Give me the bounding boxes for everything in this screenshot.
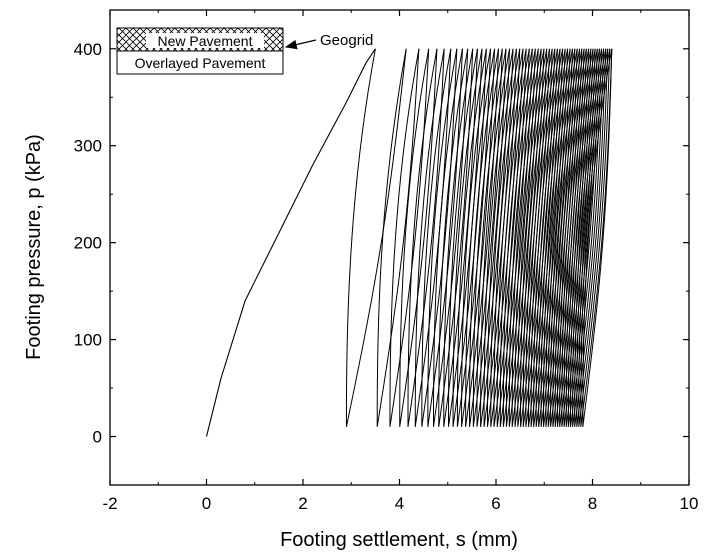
hysteresis-loop bbox=[438, 48, 474, 427]
hysteresis-loop bbox=[469, 48, 503, 427]
hysteresis-loop bbox=[582, 48, 613, 427]
hysteresis-loop bbox=[472, 48, 507, 427]
hysteresis-loop bbox=[483, 48, 517, 427]
hysteresis-loop bbox=[514, 48, 548, 427]
x-tick-label: 10 bbox=[680, 494, 699, 513]
legend-label-overlayed-pavement: Overlayed Pavement bbox=[135, 55, 266, 71]
hysteresis-loop bbox=[576, 48, 609, 427]
hysteresis-loop bbox=[399, 48, 438, 427]
hysteresis-loop bbox=[572, 48, 605, 427]
x-tick-label: 0 bbox=[202, 494, 211, 513]
y-tick-label: 300 bbox=[74, 137, 102, 156]
hysteresis-loop bbox=[407, 48, 445, 427]
initial-loading-curve bbox=[205, 48, 376, 437]
hysteresis-loop bbox=[508, 48, 542, 427]
geogrid-annotation: Geogrid bbox=[284, 32, 373, 50]
hysteresis-loop bbox=[543, 48, 576, 427]
hysteresis-loop bbox=[502, 48, 536, 427]
hysteresis-loop bbox=[538, 48, 571, 427]
hysteresis-loop bbox=[574, 48, 607, 427]
hysteresis-loop bbox=[552, 48, 585, 427]
annotation-label: Geogrid bbox=[320, 32, 373, 49]
y-tick-label: 0 bbox=[93, 428, 102, 447]
hysteresis-loop bbox=[511, 48, 545, 427]
hysteresis-loop bbox=[476, 48, 511, 427]
hysteresis-loop bbox=[535, 48, 569, 427]
hysteresis-loop bbox=[345, 48, 407, 427]
hysteresis-loop bbox=[505, 48, 539, 427]
hysteresis-loop bbox=[550, 48, 583, 427]
hysteresis-loop bbox=[570, 48, 603, 427]
hysteresis-loop bbox=[427, 48, 463, 427]
hysteresis-loop bbox=[461, 48, 496, 427]
y-axis-title: Footing pressure, p (kPa) bbox=[23, 134, 45, 360]
x-tick-label: 6 bbox=[491, 494, 500, 513]
hysteresis-loop bbox=[465, 48, 499, 427]
legend: New Pavement Overlayed Pavement bbox=[116, 27, 284, 75]
hysteresis-loop bbox=[448, 48, 483, 427]
y-tick-label: 100 bbox=[74, 331, 102, 350]
hysteresis-loop bbox=[547, 48, 581, 427]
legend-label-new-pavement: New Pavement bbox=[158, 33, 253, 49]
hysteresis-loop bbox=[540, 48, 573, 427]
hysteresis-loop bbox=[432, 48, 469, 427]
y-tick-label: 400 bbox=[74, 40, 102, 59]
x-tick-label: -2 bbox=[102, 494, 117, 513]
hysteresis-loop bbox=[443, 48, 478, 427]
hysteresis-loop bbox=[480, 48, 514, 427]
hysteresis-loop bbox=[545, 48, 578, 427]
annotation-arrow bbox=[284, 39, 317, 50]
hysteresis-loop bbox=[517, 48, 550, 427]
hysteresis-loop bbox=[578, 48, 611, 427]
legend-label-bg bbox=[146, 33, 264, 48]
y-tick-label: 200 bbox=[74, 234, 102, 253]
x-tick-label: 4 bbox=[395, 494, 404, 513]
x-tick-label: 2 bbox=[298, 494, 307, 513]
hysteresis-loop bbox=[389, 48, 430, 427]
hysteresis-loop bbox=[499, 48, 533, 427]
x-tick-label: 8 bbox=[588, 494, 597, 513]
x-axis-title: Footing settlement, s (mm) bbox=[280, 529, 518, 551]
hysteresis-loop bbox=[376, 48, 420, 427]
hysteresis-loop bbox=[580, 48, 613, 427]
plot-area bbox=[205, 48, 613, 437]
